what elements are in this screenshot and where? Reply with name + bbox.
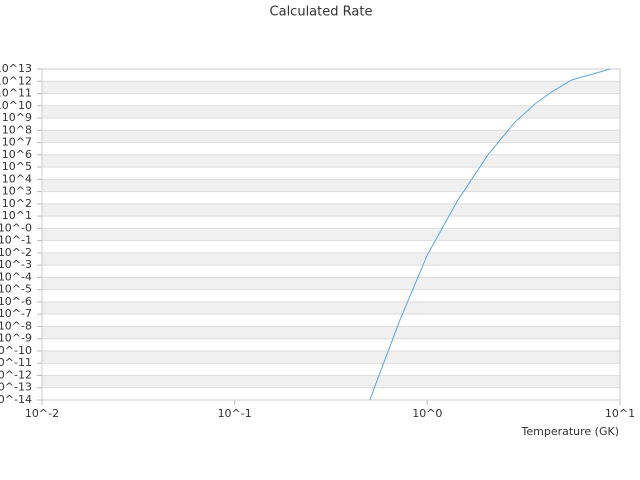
grid-band — [42, 130, 620, 143]
y-tick-label: 10^-5 — [0, 283, 32, 296]
y-tick-label: 10^11 — [0, 87, 32, 100]
y-tick-label: 10^-10 — [0, 344, 32, 357]
y-tick-label: 10^2 — [2, 197, 32, 210]
chart-title: Calculated Rate — [270, 5, 373, 20]
x-tick-label: 10^1 — [605, 407, 635, 420]
y-tick-label: 10^9 — [2, 111, 32, 124]
grid-band — [42, 179, 620, 192]
y-tick-label: 10^-8 — [0, 319, 32, 332]
y-tick-label: 10^13 — [0, 62, 32, 75]
y-tick-label: 10^4 — [2, 172, 32, 185]
y-tick-label: 10^-7 — [0, 307, 32, 320]
y-tick-label: 10^-11 — [0, 356, 32, 369]
x-axis-label: Temperature (GK) — [521, 425, 620, 438]
grid-band — [42, 154, 620, 168]
y-tick-label: 10^12 — [0, 74, 32, 87]
grid-band — [42, 252, 620, 266]
y-tick-label: 10^-14 — [0, 393, 32, 406]
x-tick-label: 10^0 — [412, 407, 442, 420]
grid-band — [42, 326, 620, 339]
grid-band — [42, 277, 620, 290]
y-tick-label: 10^-13 — [0, 381, 32, 394]
y-tick-label: 10^7 — [2, 136, 32, 149]
grid-band — [42, 350, 620, 364]
y-tick-label: 10^-9 — [0, 332, 32, 345]
y-tick-label: 10^-4 — [0, 270, 32, 283]
grid-band — [42, 105, 620, 119]
y-tick-label: 10^8 — [2, 123, 32, 136]
y-tick-label: 10^5 — [2, 160, 32, 173]
grid-band — [42, 228, 620, 241]
grid-band — [42, 301, 620, 315]
y-tick-label: 10^-12 — [0, 368, 32, 381]
y-tick-label: 10^-1 — [0, 234, 32, 247]
grid-band — [42, 203, 620, 217]
y-tick-label: 10^-0 — [0, 221, 32, 234]
data-line — [369, 68, 611, 401]
y-tick-label: 10^6 — [2, 148, 32, 161]
y-tick-label: 10^-3 — [0, 258, 32, 271]
grid-band — [42, 375, 620, 388]
x-tick-label: 10^-2 — [25, 407, 59, 420]
grid-band — [42, 81, 620, 94]
y-tick-label: 10^-6 — [0, 295, 32, 308]
plot-frame — [41, 68, 621, 401]
y-tick-label: 10^10 — [0, 99, 32, 112]
y-tick-label: 10^-2 — [0, 246, 32, 259]
y-tick-label: 10^1 — [2, 209, 32, 222]
y-tick-label: 10^3 — [2, 185, 32, 198]
x-tick-label: 10^-1 — [218, 407, 252, 420]
